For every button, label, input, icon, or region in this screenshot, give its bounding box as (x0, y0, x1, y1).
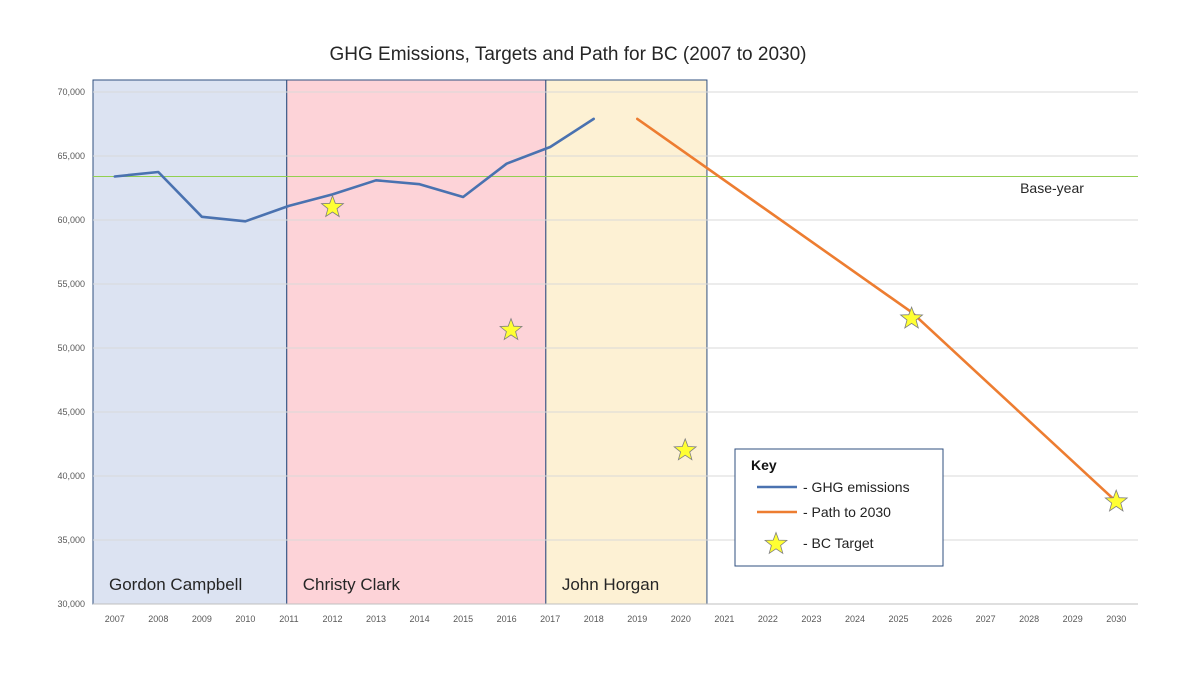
x-tick-label: 2029 (1063, 614, 1083, 624)
x-tick-label: 2018 (584, 614, 604, 624)
x-tick-label: 2026 (932, 614, 952, 624)
x-tick-label: 2025 (889, 614, 909, 624)
ghg-emissions-line (113, 117, 596, 223)
chart-title: GHG Emissions, Targets and Path for BC (… (330, 44, 807, 65)
y-tick-label: 60,000 (57, 215, 85, 225)
x-tick-label: 2020 (671, 614, 691, 624)
legend-path-label: - Path to 2030 (803, 504, 891, 520)
legend: Key - GHG emissions - Path to 2030 - BC … (734, 448, 944, 567)
era-label-2: John Horgan (562, 575, 659, 594)
x-tick-label: 2012 (322, 614, 342, 624)
baseline-label: Base-year (1020, 180, 1084, 196)
x-tick-label: 2030 (1106, 614, 1126, 624)
x-tick-label: 2010 (235, 614, 255, 624)
x-tick-label: 2013 (366, 614, 386, 624)
era-label-0: Gordon Campbell (109, 575, 242, 594)
y-tick-label: 50,000 (57, 343, 85, 353)
legend-box (734, 448, 944, 567)
era-bands: Gordon Campbell Christy Clark John Horgan (92, 79, 708, 605)
target-star (673, 437, 698, 461)
legend-title: Key (751, 457, 777, 473)
target-markers (320, 194, 1129, 512)
y-tick-label: 55,000 (57, 279, 85, 289)
y-tick-label: 35,000 (57, 535, 85, 545)
y-tick-label: 30,000 (57, 599, 85, 609)
x-tick-label: 2027 (976, 614, 996, 624)
x-tick-label: 2016 (497, 614, 517, 624)
x-tick-label: 2011 (279, 614, 298, 624)
legend-star-icon (764, 531, 788, 555)
legend-target-label: - BC Target (803, 535, 874, 551)
target-star (499, 317, 523, 341)
target-star (899, 305, 924, 329)
x-tick-label: 2017 (540, 614, 560, 624)
x-tick-label: 2021 (714, 614, 734, 624)
era-band-0 (92, 79, 288, 605)
legend-ghg-label: - GHG emissions (803, 479, 910, 495)
x-tick-label: 2023 (801, 614, 821, 624)
x-tick-label: 2022 (758, 614, 778, 624)
y-tick-label: 45,000 (57, 407, 85, 417)
gridlines (93, 91, 1138, 605)
x-tick-label: 2014 (410, 614, 430, 624)
x-axis-ticks: 2007 2008 2009 2010 2011 2012 2013 2014 2015 2016… (105, 614, 1126, 624)
x-tick-label: 2008 (148, 614, 168, 624)
era-label-1: Christy Clark (303, 575, 401, 594)
y-tick-label: 70,000 (57, 87, 85, 97)
x-tick-label: 2019 (627, 614, 647, 624)
era-band-1 (286, 79, 547, 605)
x-tick-label: 2009 (192, 614, 212, 624)
y-axis-ticks: 30,000 35,000 40,000 45,000 50,000 55,000 60,0… (57, 87, 85, 609)
x-tick-label: 2007 (105, 614, 125, 624)
y-tick-label: 65,000 (57, 151, 85, 161)
target-star (1104, 488, 1129, 512)
y-tick-label: 40,000 (57, 471, 85, 481)
x-tick-label: 2028 (1019, 614, 1039, 624)
x-tick-label: 2015 (453, 614, 473, 624)
target-star (320, 194, 345, 218)
x-tick-label: 2024 (845, 614, 865, 624)
era-band-2 (545, 79, 708, 605)
